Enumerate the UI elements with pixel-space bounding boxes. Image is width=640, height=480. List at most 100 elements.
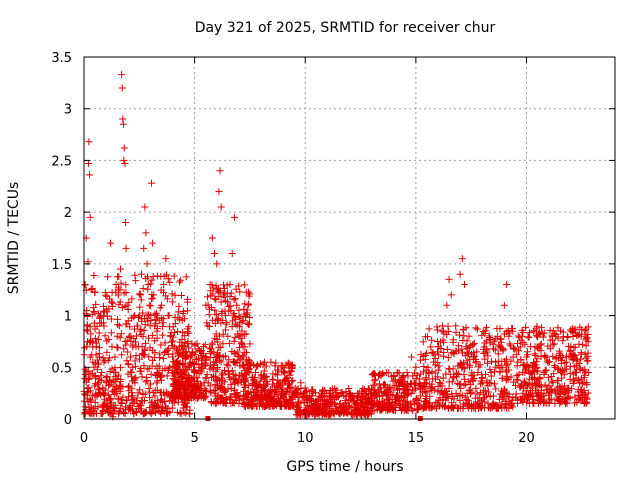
data-point: [461, 281, 469, 289]
data-point: [173, 385, 181, 393]
data-point: [213, 358, 221, 366]
data-point: [450, 373, 458, 381]
data-point: [479, 395, 487, 403]
data-point: [235, 396, 243, 404]
data-point: [570, 353, 578, 361]
data-point: [395, 396, 403, 404]
data-point: [514, 399, 522, 407]
data-point: [201, 394, 209, 402]
data-point: [136, 303, 144, 311]
data-point: [140, 326, 148, 334]
data-point: [126, 353, 134, 361]
data-point: [104, 391, 112, 399]
data-point: [288, 364, 296, 372]
data-point: [125, 360, 133, 368]
data-point: [419, 338, 427, 346]
data-point: [91, 288, 99, 296]
data-point: [215, 332, 223, 340]
data-point: [110, 404, 118, 412]
data-point: [168, 298, 176, 306]
data-point: [538, 324, 546, 332]
data-point: [544, 342, 552, 350]
data-point: [229, 375, 237, 383]
data-point: [186, 353, 194, 361]
data-point: [142, 229, 150, 237]
data-point: [454, 362, 462, 370]
data-point: [273, 366, 281, 374]
data-point: [209, 363, 217, 371]
data-point: [211, 386, 219, 394]
data-point: [202, 392, 210, 400]
data-point: [584, 331, 592, 339]
data-point: [125, 393, 133, 401]
data-point: [235, 306, 243, 314]
data-point: [171, 320, 179, 328]
data-point: [212, 310, 220, 318]
data-point: [223, 360, 231, 368]
data-point: [384, 407, 392, 415]
data-point: [385, 384, 393, 392]
data-point: [211, 334, 219, 342]
data-point: [560, 394, 568, 402]
data-point: [502, 355, 510, 363]
data-point: [167, 329, 175, 337]
data-point: [490, 337, 498, 345]
data-point: [260, 367, 268, 375]
data-point: [555, 382, 563, 390]
data-point: [565, 352, 573, 360]
data-point: [105, 394, 113, 402]
data-point: [165, 366, 173, 374]
data-point: [143, 373, 151, 381]
data-point: [468, 388, 476, 396]
data-point: [219, 371, 227, 379]
data-point: [489, 392, 497, 400]
data-point: [147, 179, 155, 187]
data-point: [543, 399, 551, 407]
data-point: [245, 292, 253, 300]
data-point: [148, 276, 156, 284]
data-point: [277, 402, 285, 410]
data-point: [513, 376, 521, 384]
data-point: [310, 399, 318, 407]
data-point: [541, 329, 549, 337]
data-point: [151, 401, 159, 409]
data-point: [557, 327, 565, 335]
data-point: [159, 331, 167, 339]
data-point: [174, 392, 182, 400]
data-point: [549, 352, 557, 360]
data-point: [267, 358, 275, 366]
data-point: [544, 359, 552, 367]
data-point: [88, 351, 96, 359]
data-point: [141, 339, 149, 347]
data-point: [331, 385, 339, 393]
data-point: [537, 390, 545, 398]
data-point: [183, 298, 191, 306]
data-point: [542, 353, 550, 361]
data-point: [136, 291, 144, 299]
data-point: [481, 370, 489, 378]
data-point: [234, 352, 242, 360]
data-point: [120, 409, 128, 417]
data-point: [97, 312, 105, 320]
data-point: [262, 402, 270, 410]
data-point: [554, 397, 562, 405]
data-point: [402, 406, 410, 414]
data-point: [159, 355, 167, 363]
data-point: [177, 291, 185, 299]
data-point: [151, 322, 159, 330]
data-point: [527, 368, 535, 376]
data-point: [155, 362, 163, 370]
data-point: [251, 369, 259, 377]
data-point: [118, 304, 126, 312]
data-point: [383, 369, 391, 377]
data-point: [386, 383, 394, 391]
data-point: [136, 386, 144, 394]
data-point: [476, 361, 484, 369]
data-point: [116, 334, 124, 342]
data-point: [381, 389, 389, 397]
data-point: [504, 375, 512, 383]
data-point: [138, 349, 146, 357]
data-point: [264, 396, 272, 404]
data-point: [443, 391, 451, 399]
